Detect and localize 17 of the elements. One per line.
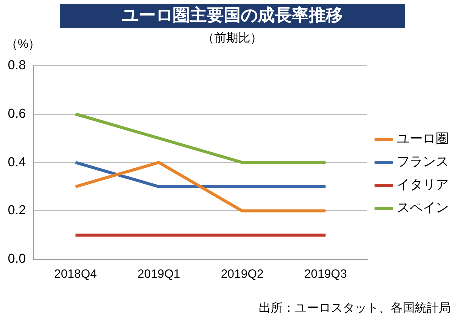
- chart-title: ユーロ圏主要国の成長率推移: [60, 4, 405, 28]
- legend-label: スペイン: [397, 200, 449, 216]
- x-tick-label: 2019Q2: [221, 267, 264, 282]
- legend-label: フランス: [397, 154, 449, 170]
- legend-label: ユーロ圏: [397, 131, 449, 146]
- legend-label: イタリア: [397, 177, 449, 192]
- y-tick-label: 0.8: [8, 57, 26, 72]
- x-tick-label: 2019Q1: [138, 267, 181, 282]
- chart-subtitle: （前期比）: [202, 31, 262, 45]
- y-tick-label: 0.2: [8, 202, 26, 218]
- y-tick-label: 0.6: [8, 106, 26, 121]
- text: 出所：ユーロスタット、各国統計局: [259, 300, 451, 317]
- y-tick-label: 0.4: [8, 154, 26, 170]
- x-tick-label: 2018Q4: [54, 267, 98, 282]
- y-tick-label: 0.0: [8, 251, 26, 266]
- y-axis-title: （%）: [6, 36, 41, 53]
- x-tick-label: 2019Q3: [304, 267, 348, 282]
